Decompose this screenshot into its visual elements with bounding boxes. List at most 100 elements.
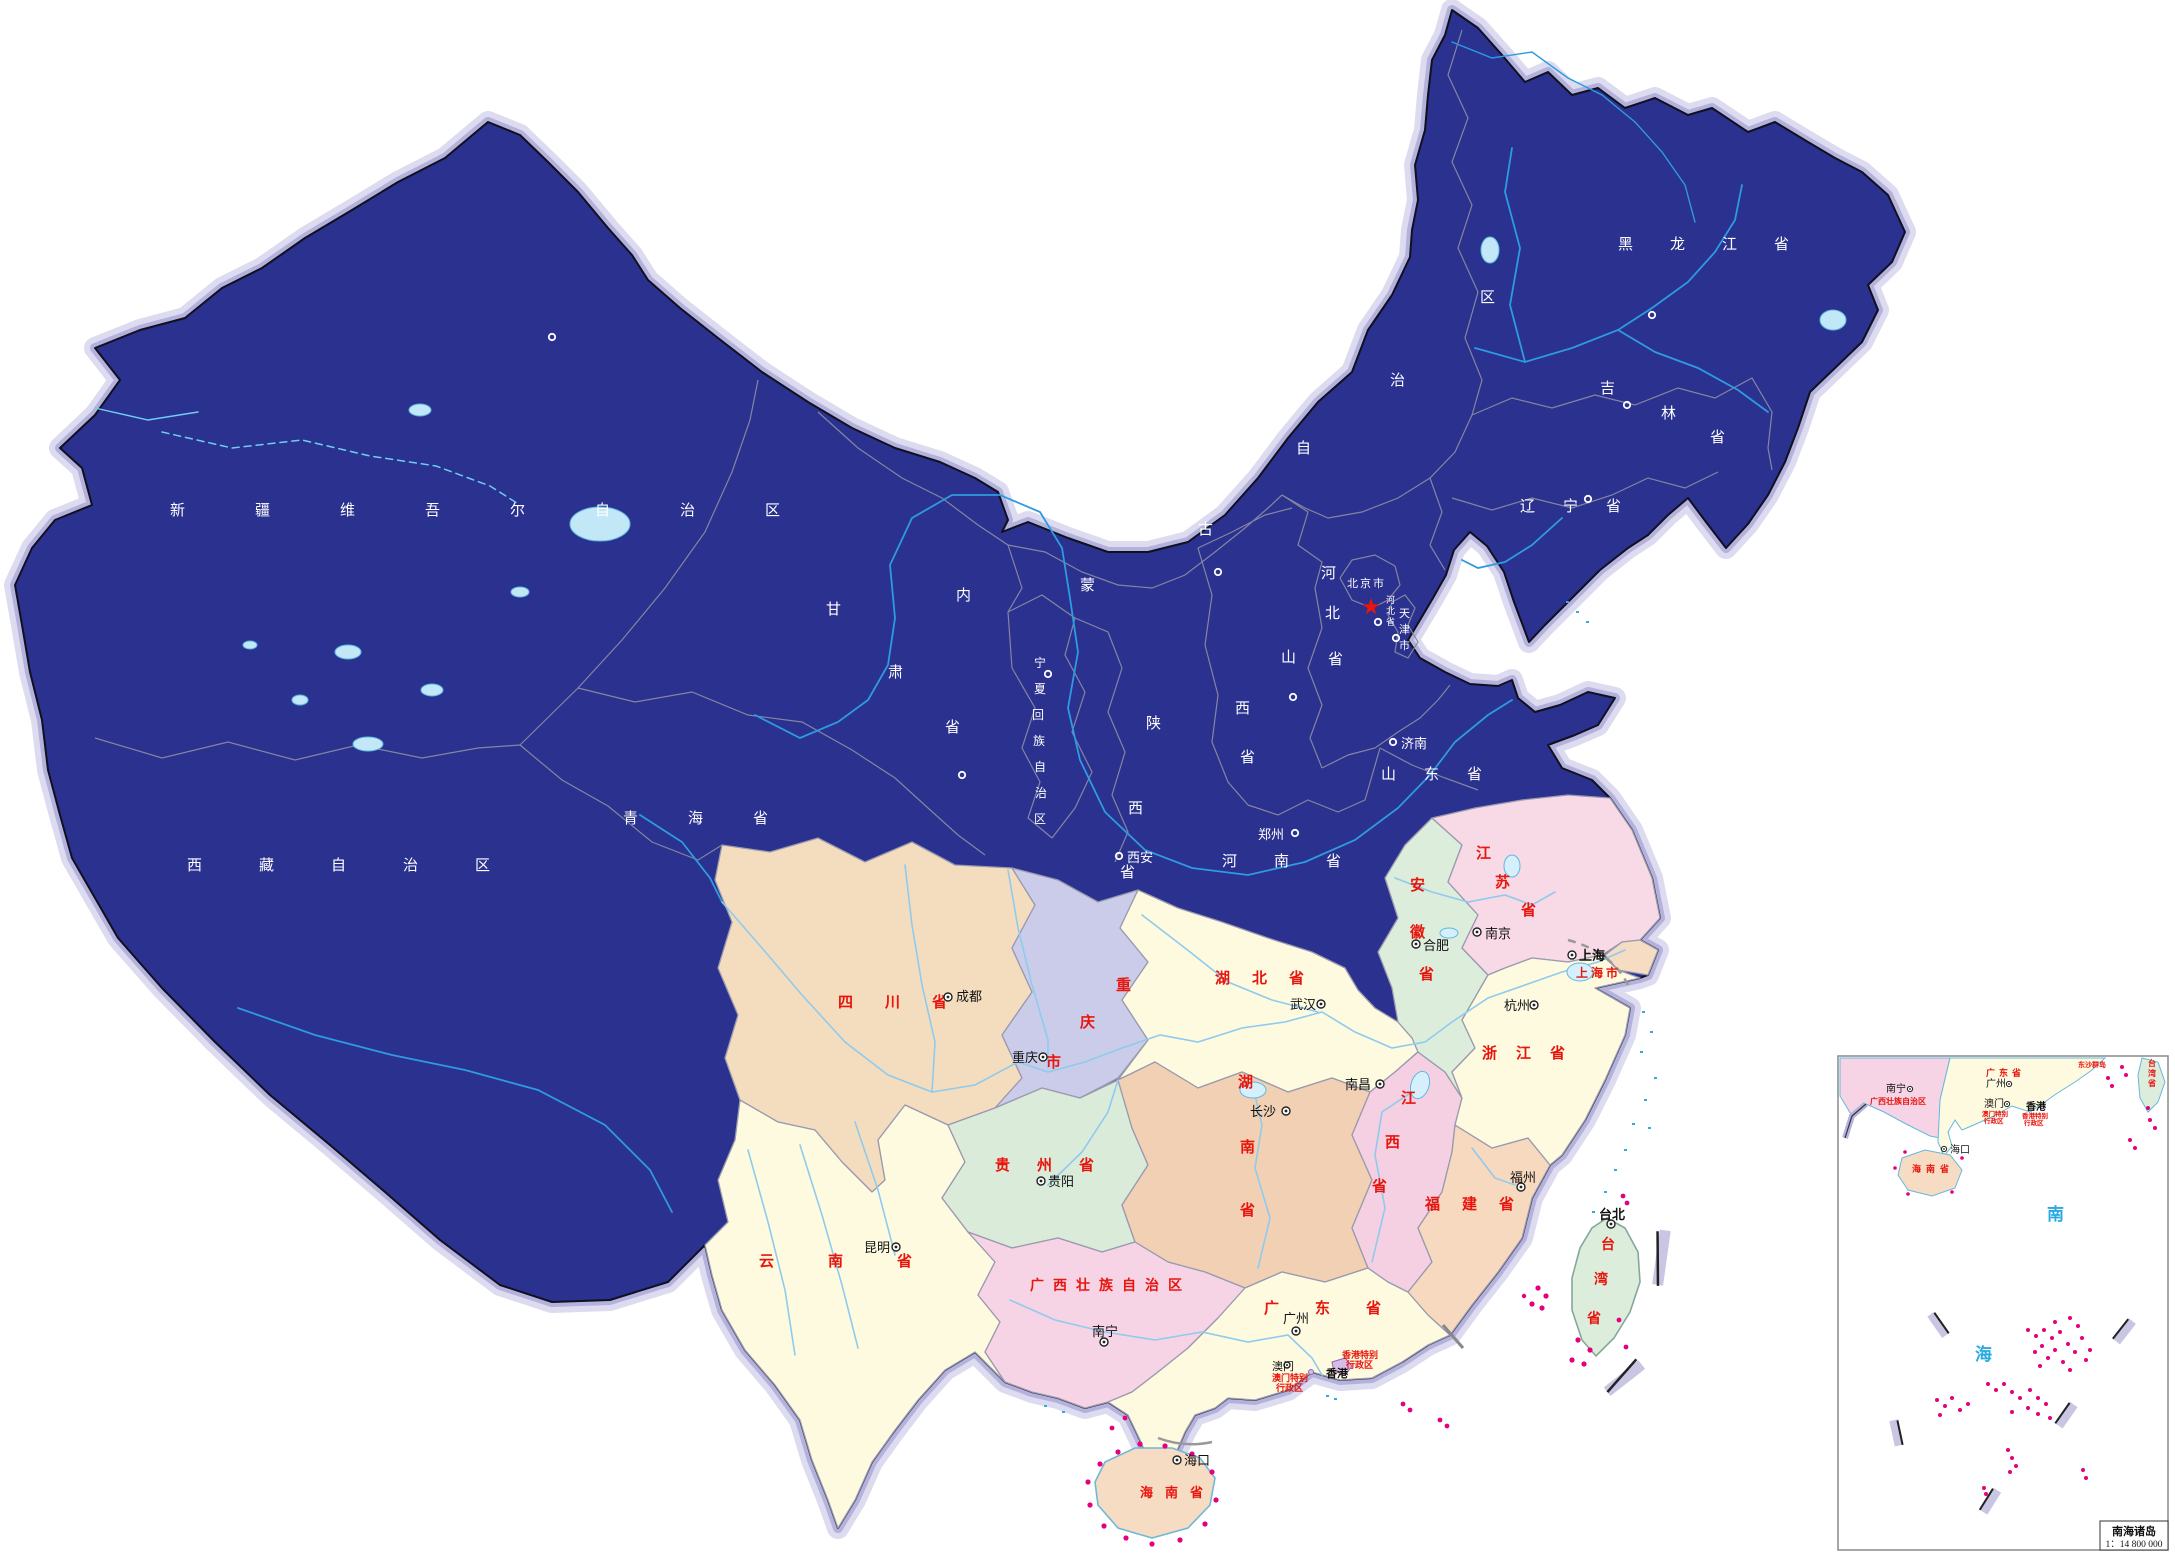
label-qinghai: 青海省 [623,809,818,827]
label-anhui-1: 安 [1410,876,1425,894]
label-hunan-2: 南 [1240,1138,1255,1156]
city-guangzhou: 广州 [1283,1312,1309,1327]
beijing-capital-star [1362,598,1380,615]
svg-text:北: 北 [1386,606,1395,617]
inset-scale: 1：14 800 000 [2105,1540,2162,1550]
label-hunan-1: 湖 [1238,1073,1253,1091]
svg-text:澳门特别: 澳门特别 [1272,1372,1308,1384]
city-hangzhou: 杭州 [1504,999,1530,1014]
city-labels-north: 济南 郑州 西安 [1127,736,1427,866]
inset-guangzhou: 广州 [1986,1078,2006,1090]
city-fuzhou: 福州 [1510,1171,1536,1186]
inset-guangdong-label: 广东省 [1986,1067,2025,1079]
label-beijing: 北京市 [1347,576,1386,590]
label-neimenggu-4: 自 [1296,439,1311,457]
city-zhengzhou: 郑州 [1258,828,1284,843]
label-jiangxi-2: 西 [1385,1133,1400,1151]
label-macau-sar: 澳门特别 行政区 [1272,1372,1308,1394]
svg-text:宁: 宁 [1034,655,1046,670]
svg-text:河: 河 [1386,594,1395,606]
label-hainan: 海南省 [1140,1485,1215,1501]
city-nanchang: 南昌 [1345,1077,1371,1093]
label-hebei-2: 北 [1325,604,1340,622]
label-hebei-3: 省 [1328,650,1343,668]
rivers-south [721,864,1626,1376]
labels-south: 四川省 重 庆 市 湖北省 湖 南 省 贵州省 云南省 广西壮族自治区 广东省 … [759,844,1618,1501]
labels-north: 黑龙江省 吉 林 省 辽宁省 内 蒙 古 自 治 区 新疆维吾尔自治区 西藏自治… [170,235,1789,881]
label-hubei: 湖北省 [1215,969,1326,987]
svg-text:自: 自 [1034,760,1046,774]
svg-text:台: 台 [2148,1058,2156,1068]
label-henan: 河南省 [1222,852,1378,870]
inset-haikou: 海口 [1950,1143,1970,1156]
svg-text:香港特别: 香港特别 [1341,1349,1378,1361]
label-shaanxi-1: 陕 [1146,714,1161,732]
island-dots-magenta [1085,1193,1630,1547]
city-chongqing: 重庆 [1012,1050,1038,1066]
label-jilin-3: 省 [1710,428,1725,446]
svg-text:省: 省 [1586,1310,1601,1327]
city-xianggang: 香港 [1325,1366,1349,1380]
hongkong-macau-shapes [1308,1357,1353,1375]
north-internal-borders [94,29,1773,863]
inset-mo-sar-2: 行政区 [1983,1116,2004,1125]
island-taiwan [1571,1217,1641,1358]
city-changsha: 长沙 [1250,1105,1276,1120]
svg-text:夏: 夏 [1034,682,1046,696]
inset-hainan-label: 海南省 [1912,1163,1954,1175]
label-tianjin: 天 津 市 [1399,607,1410,652]
city-hefei: 合肥 [1423,939,1449,954]
city-marks-south [891,927,1616,1465]
label-guizhou: 贵州省 [995,1156,1121,1174]
label-gansu-2: 肃 [888,663,903,681]
label-guangdong: 广东省 [1264,1299,1417,1317]
inset-hk-sar-1: 香港特别 [2022,1111,2049,1120]
svg-text:天: 天 [1399,607,1410,620]
svg-text:回: 回 [1032,708,1044,722]
inset-labels: 南宁 广西壮族自治区 广东省 广州 澳门 香港 香港特别 行政区 澳门特别 行政… [1870,1058,2156,1365]
label-chongqing-3: 市 [1046,1053,1061,1071]
label-anhui-2: 徽 [1409,923,1426,941]
inset-hainan [1897,1149,1963,1197]
province-zhejiang [1451,954,1641,1166]
map-decorations [1157,938,1671,1446]
label-yunnan: 云南省 [759,1252,966,1270]
label-jiangsu-1: 江 [1476,844,1491,862]
label-taiwan: 台 湾 省 [1586,1236,1615,1327]
label-neimenggu-1: 内 [956,586,971,604]
inset-island-dots [1893,1065,2157,1496]
label-gansu-3: 省 [945,718,960,736]
inset-dongsha-label: 东沙群岛 [2078,1060,2106,1069]
label-jilin-2: 林 [1661,404,1676,422]
inset-hk-sar-2: 行政区 [2023,1118,2044,1127]
svg-text:津: 津 [1399,623,1410,636]
svg-text:省: 省 [2147,1078,2156,1088]
inset-neighbor-bars [1889,1311,2136,1515]
city-taipei: 台北 [1599,1207,1625,1223]
svg-text:湾: 湾 [2148,1068,2156,1078]
province-jiangsu [1431,794,1661,976]
inset-guangxi-label: 广西壮族自治区 [1870,1096,1926,1106]
label-shaanxi-2: 西 [1128,799,1143,817]
city-nanjing: 南京 [1485,926,1511,942]
label-anhui-3: 省 [1418,965,1434,983]
label-xizang: 西藏自治区 [187,856,547,874]
svg-text:海: 海 [1975,1344,1992,1365]
label-hunan-3: 省 [1239,1201,1255,1219]
inset-mo-sar-1: 澳门特别 [1982,1109,2009,1118]
svg-text:行政区: 行政区 [1345,1359,1373,1371]
label-shaanxi-3: 省 [1120,863,1135,881]
svg-text:湾: 湾 [1594,1271,1608,1288]
label-fujian: 福建省 [1424,1195,1536,1213]
city-wuhan: 武汉 [1290,998,1316,1013]
svg-text:行政区: 行政区 [1275,1382,1303,1394]
label-jiangsu-3: 省 [1520,901,1536,919]
label-neimenggu-3: 古 [1198,520,1213,538]
svg-text:省: 省 [1386,616,1395,628]
inset-nanning: 南宁 [1886,1082,1906,1095]
province-yunnan [704,1099,1006,1529]
inset-taiwan-label: 台 湾 省 [2147,1058,2156,1088]
province-chongqing [994,867,1149,1109]
